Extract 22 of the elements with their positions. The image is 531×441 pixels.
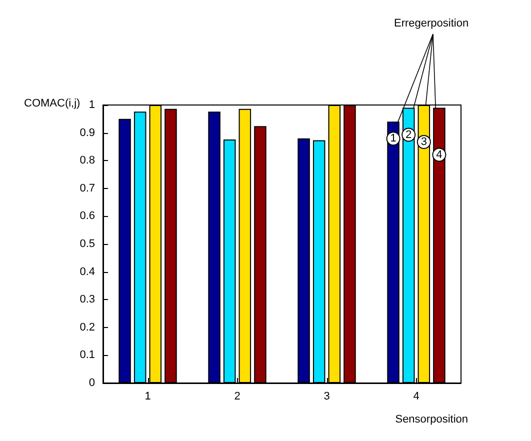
y-tick-label: 0 — [88, 377, 95, 389]
legend-label: 2 — [406, 128, 412, 141]
y-axis-title: COMAC(i,j) — [24, 98, 80, 110]
y-tick-label: 0.7 — [80, 182, 95, 194]
legend-title: Erregerposition — [394, 18, 469, 30]
y-tick-label: 0.2 — [80, 321, 95, 334]
x-tick-label: 3 — [324, 390, 330, 402]
x-tick-label: 1 — [144, 390, 151, 402]
y-tick-label: 0.4 — [80, 266, 95, 278]
x-axis-title: Sensorposition — [395, 414, 468, 426]
y-tick-label: 0.9 — [80, 126, 95, 139]
y-tick-label: 1 — [88, 99, 95, 111]
legend-label: 3 — [420, 136, 427, 148]
y-tick-label: 0.8 — [80, 154, 95, 167]
series-label: 1 — [390, 132, 396, 145]
y-tick-label: 0.3 — [80, 294, 95, 306]
y-tick-label: 0.6 — [80, 210, 95, 222]
x-tick-label: 4 — [413, 390, 420, 402]
y-tick-label: 0.5 — [80, 238, 95, 250]
y-tick-label: 0.1 — [80, 349, 95, 362]
series-label: 4 — [436, 148, 442, 161]
x-tick-label: 2 — [234, 390, 240, 402]
